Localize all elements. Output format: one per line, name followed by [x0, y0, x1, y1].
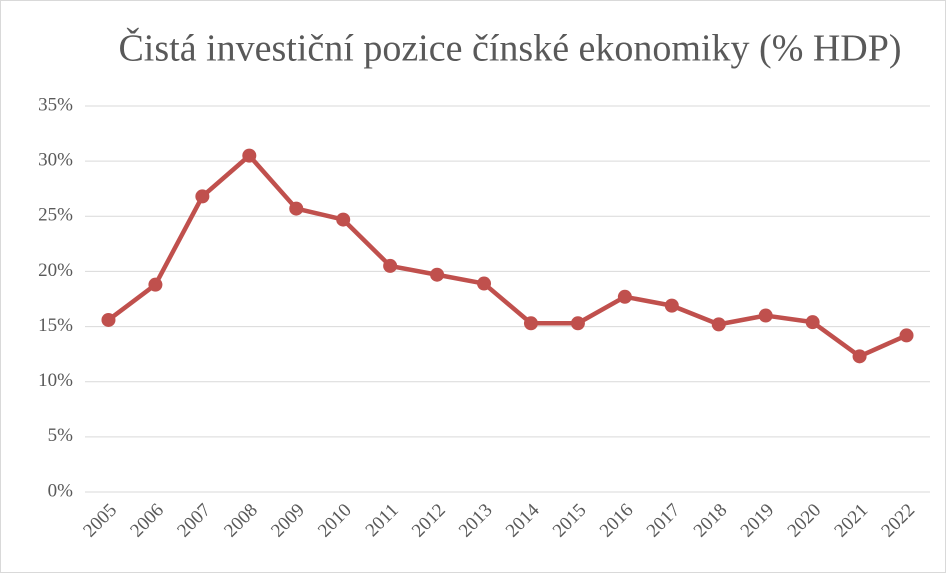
marker — [148, 277, 163, 292]
y-tick-label: 20% — [38, 260, 73, 281]
marker — [336, 212, 351, 227]
y-tick-label: 0% — [48, 480, 74, 501]
marker — [617, 289, 632, 304]
marker — [805, 315, 820, 330]
y-tick-label: 25% — [38, 205, 73, 226]
marker — [758, 308, 773, 323]
marker — [242, 148, 257, 163]
y-tick-label: 10% — [38, 370, 73, 391]
chart-title: Čistá investiční pozice čínské ekonomiky… — [118, 28, 901, 70]
y-tick-label: 15% — [38, 315, 73, 336]
y-tick-label: 5% — [48, 425, 74, 446]
marker — [195, 189, 210, 204]
line — [107, 153, 908, 359]
marker — [664, 298, 679, 313]
marker — [523, 316, 538, 331]
marker — [711, 317, 726, 332]
marker — [477, 276, 492, 291]
marker — [430, 267, 445, 282]
marker — [852, 349, 867, 364]
y-tick-label: 30% — [38, 150, 73, 171]
marker — [570, 316, 585, 331]
y-tick-label: 35% — [38, 94, 73, 115]
marker — [383, 258, 398, 273]
marker — [899, 328, 914, 343]
marker — [101, 312, 116, 327]
marker — [289, 201, 304, 216]
